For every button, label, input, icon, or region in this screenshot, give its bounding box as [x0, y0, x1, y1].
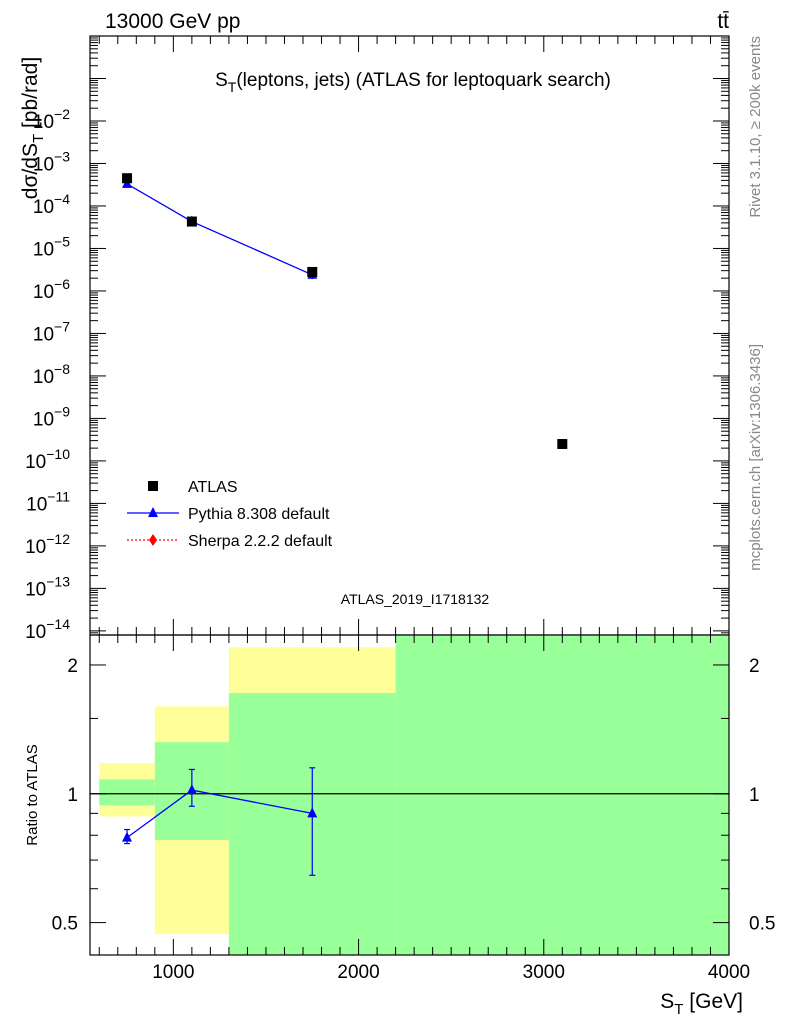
main-plot-frame	[89, 35, 730, 636]
main-y-axis-label: dσ/dST [pb/rad]	[19, 57, 47, 199]
x-tick-label: 3000	[523, 962, 565, 983]
x-tick-label: 4000	[708, 962, 750, 983]
ratio-plot-panel: 0.5 0.5 1 1 2 2 Ratio to ATLAS 1000 2000 3000 40…	[24, 36, 775, 1018]
ratio-band-green	[395, 635, 729, 955]
x-axis-ticks: 1000 2000 3000 4000	[98, 36, 750, 983]
main-plot-title: ST(leptons, jets) (ATLAS for leptoquark …	[215, 70, 611, 95]
y-tick-label: 10−14	[25, 616, 70, 643]
y-tick-label: 10−5	[33, 233, 70, 260]
y-tick-exponent: −2	[54, 106, 70, 122]
main-plot-panel: 10−210−310−410−510−610−710−810−910−1010−…	[19, 35, 730, 643]
legend-pythia-marker	[148, 507, 158, 517]
ratio-band-green	[99, 779, 155, 806]
y-tick-exponent: −7	[54, 318, 70, 334]
x-tick-label: 2000	[337, 962, 379, 983]
y-tick-exponent: −4	[54, 191, 70, 207]
ratio-y-tick-label-right: 0.5	[749, 914, 775, 935]
y-tick-exponent: −3	[54, 148, 70, 164]
process-label: tt̄	[717, 10, 729, 33]
legend: ATLAS Pythia 8.308 default Sherpa 2.2.2 de…	[127, 479, 333, 550]
legend-pythia-label: Pythia 8.308 default	[188, 506, 330, 523]
ratio-uncertainty-bands	[99, 635, 729, 955]
x-tick-label: 1000	[152, 962, 194, 983]
y-tick-exponent: −13	[46, 573, 70, 589]
legend-atlas-marker	[148, 481, 158, 491]
atlas-point	[557, 439, 568, 450]
y-tick-exponent: −6	[54, 276, 70, 292]
ratio-y-tick-label-right: 1	[749, 785, 760, 806]
y-tick-label: 10−12	[25, 531, 70, 558]
energy-label: 13000 GeV pp	[105, 10, 240, 33]
y-tick-label: 10−11	[26, 488, 70, 515]
analysis-id-label: ATLAS_2019_I1718132	[341, 591, 490, 607]
ratio-plot-frame	[89, 634, 730, 956]
atlas-point	[122, 173, 133, 184]
ratio-y-tick-label-right: 2	[749, 656, 760, 677]
mcplots-label: mcplots.cern.ch [arXiv:1306.3436]	[747, 344, 764, 571]
main-y-ticks	[90, 35, 729, 636]
ratio-y-tick-label-left: 1	[67, 785, 78, 806]
rivet-version-label: Rivet 3.1.10, ≥ 200k events	[747, 36, 764, 218]
y-tick-exponent: −11	[47, 488, 70, 504]
y-tick-exponent: −12	[46, 531, 70, 547]
y-tick-label: 10−9	[33, 403, 70, 430]
y-tick-exponent: −9	[54, 403, 70, 419]
y-tick-label: 10−6	[33, 276, 70, 303]
y-tick-exponent: −5	[54, 233, 70, 249]
y-tick-exponent: −14	[46, 616, 70, 632]
y-tick-exponent: −10	[46, 446, 70, 462]
legend-atlas-label: ATLAS	[188, 479, 238, 496]
main-data-marks	[122, 173, 568, 450]
legend-sherpa-label: Sherpa 2.2.2 default	[188, 533, 333, 550]
x-axis-label: ST [GeV]	[660, 990, 743, 1018]
ratio-y-ticks: 0.5 0.5 1 1 2 2	[52, 656, 776, 935]
y-tick-label: 10−13	[25, 573, 70, 600]
atlas-point	[307, 266, 318, 277]
legend-sherpa-marker	[149, 534, 157, 546]
atlas-point	[186, 216, 197, 227]
ratio-pythia-point	[122, 831, 133, 842]
ratio-data-marks	[122, 767, 318, 876]
ratio-y-tick-label-left: 0.5	[52, 914, 78, 935]
y-tick-label: 10−8	[33, 361, 70, 388]
ratio-pythia-point	[186, 784, 197, 795]
ratio-pythia-point	[307, 807, 318, 818]
pythia-line	[126, 183, 313, 276]
y-tick-label: 10−10	[25, 446, 70, 473]
ratio-y-tick-label-left: 2	[67, 656, 78, 677]
ratio-y-axis-label: Ratio to ATLAS	[24, 744, 41, 845]
y-tick-label: 10−7	[33, 318, 70, 345]
y-tick-exponent: −8	[54, 361, 70, 377]
